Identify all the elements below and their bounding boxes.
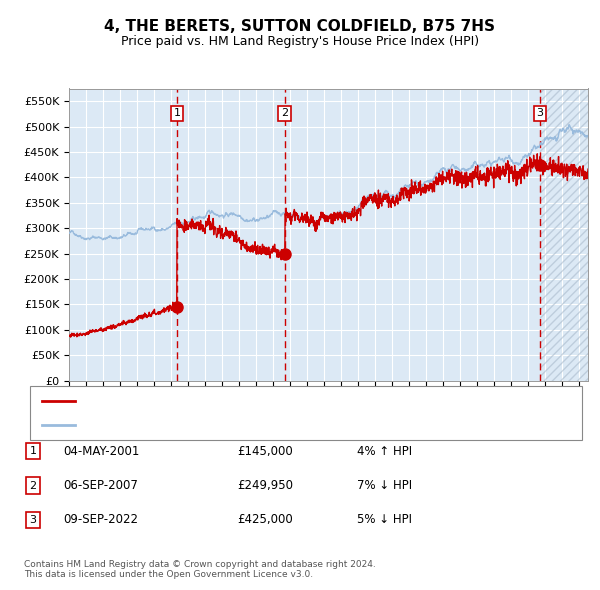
Text: 4% ↑ HPI: 4% ↑ HPI <box>357 445 412 458</box>
Text: 2: 2 <box>281 109 289 119</box>
Text: 2: 2 <box>29 481 37 490</box>
Text: £249,950: £249,950 <box>237 479 293 492</box>
Text: 4, THE BERETS, SUTTON COLDFIELD, B75 7HS (detached house): 4, THE BERETS, SUTTON COLDFIELD, B75 7HS… <box>81 396 415 407</box>
Text: 7% ↓ HPI: 7% ↓ HPI <box>357 479 412 492</box>
Text: £145,000: £145,000 <box>237 445 293 458</box>
Text: 04-MAY-2001: 04-MAY-2001 <box>63 445 139 458</box>
Text: Price paid vs. HM Land Registry's House Price Index (HPI): Price paid vs. HM Land Registry's House … <box>121 35 479 48</box>
Text: 09-SEP-2022: 09-SEP-2022 <box>63 513 138 526</box>
Text: £425,000: £425,000 <box>237 513 293 526</box>
Text: 1: 1 <box>29 447 37 456</box>
Text: HPI: Average price, detached house, Birmingham: HPI: Average price, detached house, Birm… <box>81 419 338 430</box>
Text: 3: 3 <box>536 109 544 119</box>
Text: Contains HM Land Registry data © Crown copyright and database right 2024.
This d: Contains HM Land Registry data © Crown c… <box>24 560 376 579</box>
Text: 06-SEP-2007: 06-SEP-2007 <box>63 479 138 492</box>
Text: 5% ↓ HPI: 5% ↓ HPI <box>357 513 412 526</box>
Text: 4, THE BERETS, SUTTON COLDFIELD, B75 7HS: 4, THE BERETS, SUTTON COLDFIELD, B75 7HS <box>104 19 496 34</box>
Text: 3: 3 <box>29 515 37 525</box>
Text: 1: 1 <box>173 109 181 119</box>
